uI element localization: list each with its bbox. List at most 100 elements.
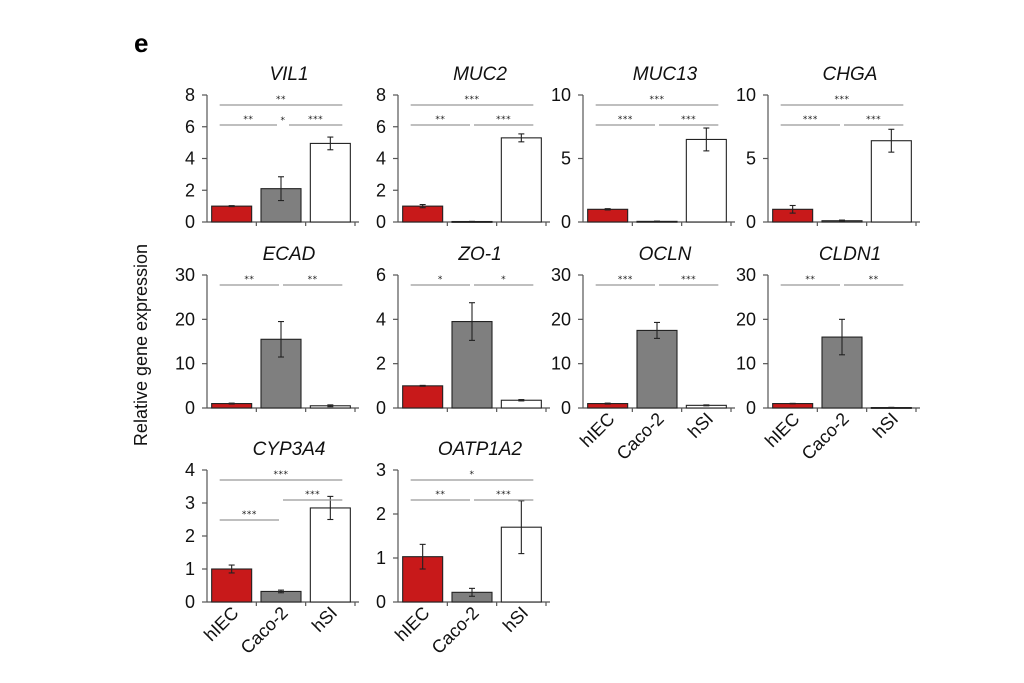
y-tick-label: 1 — [376, 548, 386, 568]
y-tick-label: 0 — [185, 398, 195, 418]
significance-label: ** — [869, 275, 879, 285]
y-tick-label: 20 — [551, 309, 571, 329]
significance-label: ** — [435, 115, 445, 125]
y-tick-label: 1 — [185, 559, 195, 579]
bar-caco-2 — [636, 329, 678, 409]
y-tick-label: 2 — [185, 180, 195, 200]
significance-label: *** — [242, 510, 257, 520]
bar-hsi — [500, 137, 542, 223]
significance-label: *** — [308, 115, 323, 125]
y-tick-label: 30 — [175, 265, 195, 285]
significance-label: * — [470, 470, 475, 480]
bar-hsi — [309, 507, 351, 603]
significance-label: *** — [618, 275, 633, 285]
y-tick-label: 6 — [376, 265, 386, 285]
panel-title: OCLN — [639, 244, 692, 265]
panel-title: OATP1A2 — [438, 439, 523, 460]
significance-label: *** — [305, 490, 320, 500]
y-tick-label: 4 — [185, 460, 195, 480]
category-label-caco-2: Caco-2 — [237, 603, 292, 658]
bar-hsi — [685, 138, 727, 223]
y-tick-label: 0 — [561, 212, 571, 232]
category-label-hsi: hSI — [869, 409, 902, 442]
panel-ecad: ECAD 0 10 20 30 ** ** — [175, 244, 359, 418]
y-tick-label: 20 — [736, 309, 756, 329]
category-label-hiec: hIEC — [200, 603, 242, 645]
y-tick-label: 2 — [376, 180, 386, 200]
panel-title: MUC2 — [453, 64, 507, 85]
y-tick-label: 0 — [561, 398, 571, 418]
category-label-caco-2: Caco-2 — [613, 409, 668, 464]
category-label-hiec: hIEC — [391, 603, 433, 645]
significance-label: * — [501, 275, 506, 285]
significance-label: *** — [465, 95, 480, 105]
y-tick-label: 3 — [376, 460, 386, 480]
significance-label: ** — [308, 275, 318, 285]
bar-caco-2 — [260, 188, 302, 223]
significance-label: *** — [496, 115, 511, 125]
y-tick-label: 5 — [561, 149, 571, 169]
y-tick-label: 0 — [376, 398, 386, 418]
y-tick-label: 4 — [376, 309, 386, 329]
panel-title: CHGA — [823, 64, 878, 85]
category-label-hiec: hIEC — [761, 409, 803, 451]
bar-hiec — [402, 205, 444, 223]
category-label-hsi: hSI — [684, 409, 717, 442]
bar-hiec — [211, 205, 253, 223]
significance-label: ** — [435, 490, 445, 500]
significance-label: *** — [835, 95, 850, 105]
y-tick-label: 4 — [185, 149, 195, 169]
panel-zo-1: ZO-1 0 2 4 6 * * — [376, 244, 550, 418]
y-tick-label: 6 — [185, 117, 195, 137]
panel-title: VIL1 — [269, 64, 308, 85]
significance-label: *** — [496, 490, 511, 500]
y-tick-label: 0 — [746, 398, 756, 418]
y-tick-label: 30 — [551, 265, 571, 285]
category-label-hsi: hSI — [499, 603, 532, 636]
y-tick-label: 30 — [736, 265, 756, 285]
y-tick-label: 2 — [185, 526, 195, 546]
y-tick-label: 3 — [185, 493, 195, 513]
significance-label: *** — [866, 115, 881, 125]
y-tick-label: 0 — [185, 592, 195, 612]
panel-chga: CHGA 0 5 10 *** *** *** — [736, 64, 920, 232]
y-tick-label: 0 — [185, 212, 195, 232]
y-tick-label: 10 — [736, 85, 756, 105]
significance-label: ** — [243, 115, 253, 125]
category-label-caco-2: Caco-2 — [428, 603, 483, 658]
panel-title: CYP3A4 — [253, 439, 326, 460]
y-tick-label: 5 — [746, 149, 756, 169]
bar-hiec — [587, 208, 629, 223]
category-label-caco-2: Caco-2 — [798, 409, 853, 464]
y-tick-label: 2 — [376, 504, 386, 524]
y-tick-label: 10 — [551, 85, 571, 105]
category-label-hsi: hSI — [308, 603, 341, 636]
significance-label: *** — [681, 275, 696, 285]
bar-hiec — [211, 568, 253, 603]
y-tick-label: 10 — [175, 354, 195, 374]
y-tick-label: 10 — [551, 354, 571, 374]
significance-label: * — [438, 275, 443, 285]
y-tick-label: 8 — [185, 85, 195, 105]
y-tick-label: 2 — [376, 354, 386, 374]
significance-label: ** — [805, 275, 815, 285]
significance-label: *** — [618, 115, 633, 125]
bar-hsi — [309, 142, 351, 223]
significance-label: *** — [274, 470, 289, 480]
y-tick-label: 8 — [376, 85, 386, 105]
y-tick-label: 10 — [736, 354, 756, 374]
y-axis-label: Relative gene expression — [131, 244, 151, 446]
bar-hsi — [870, 140, 912, 223]
category-label-hiec: hIEC — [576, 409, 618, 451]
y-tick-label: 0 — [376, 212, 386, 232]
panel-muc13: MUC13 0 5 10 *** *** *** — [551, 64, 735, 232]
panel-title: ECAD — [263, 244, 316, 265]
panel-title: ZO-1 — [457, 244, 501, 265]
y-tick-label: 4 — [376, 149, 386, 169]
